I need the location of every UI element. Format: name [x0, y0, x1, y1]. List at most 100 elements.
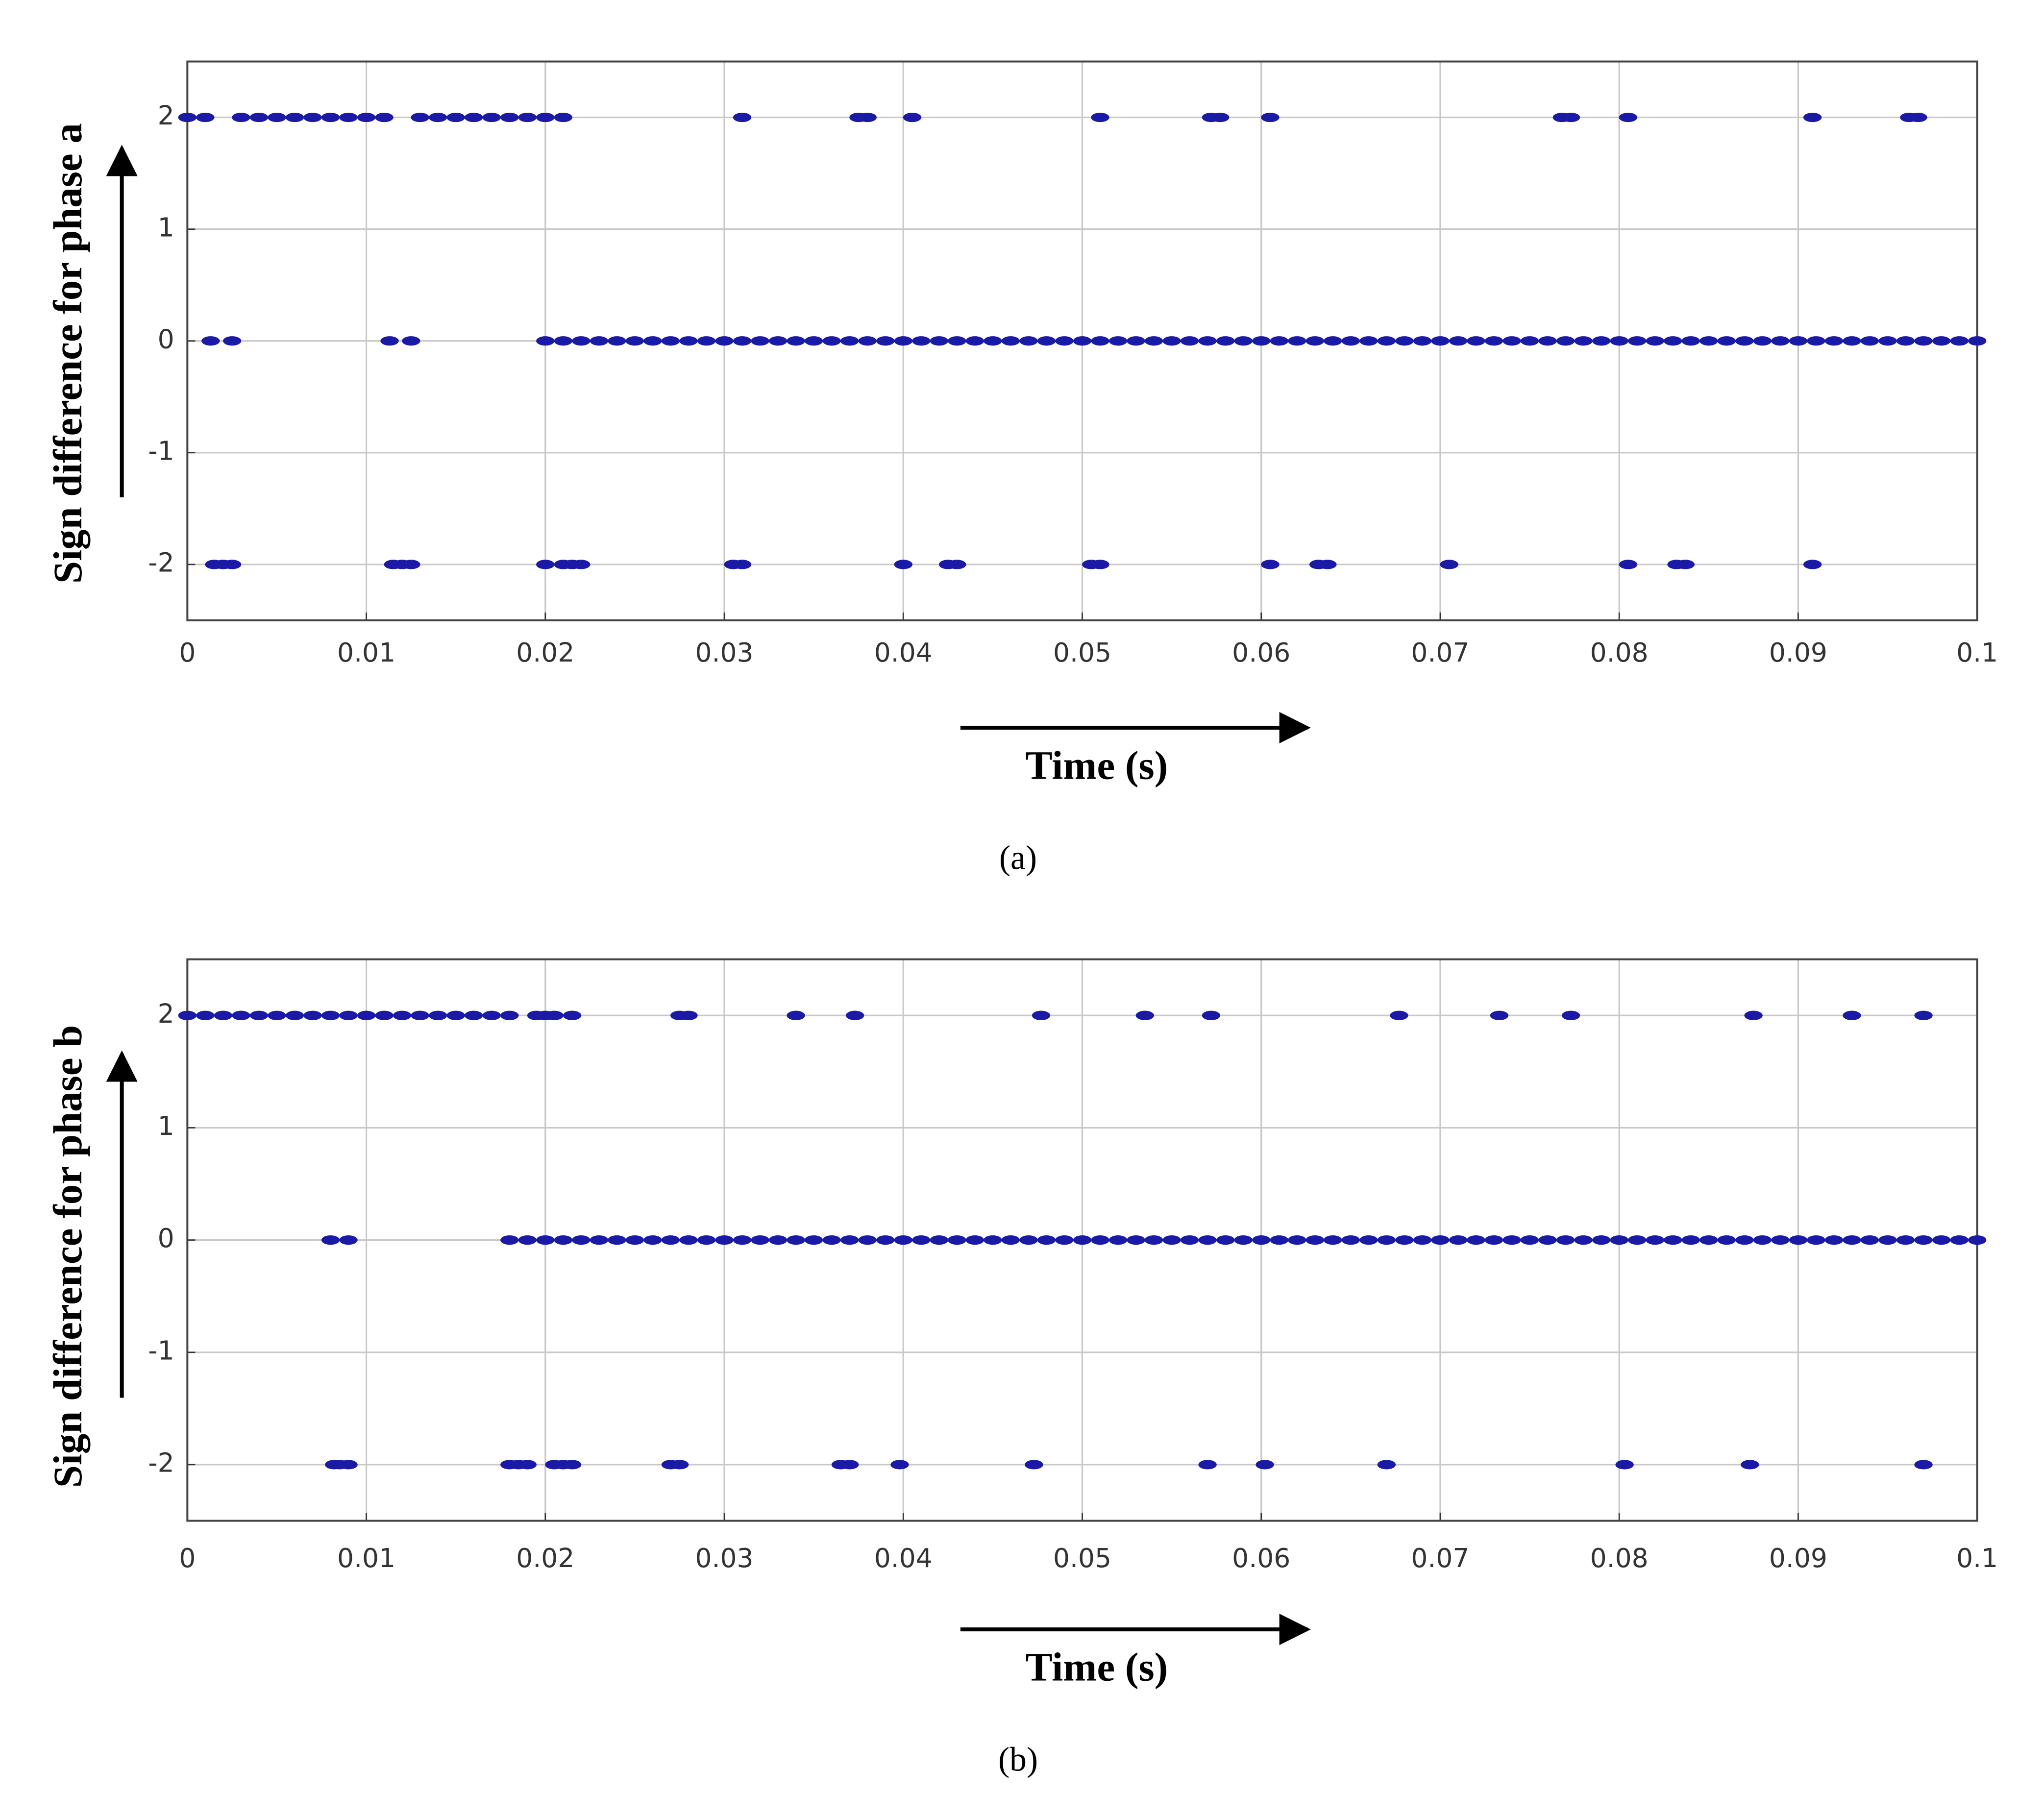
point [1610, 1235, 1628, 1245]
point [1305, 1235, 1325, 1245]
point [1025, 1460, 1043, 1470]
point [1878, 336, 1897, 346]
point [1741, 1460, 1759, 1470]
point [201, 336, 220, 346]
point [1520, 1235, 1539, 1245]
point [285, 112, 304, 123]
point [1699, 1235, 1718, 1245]
point [1771, 1235, 1790, 1245]
point [357, 1010, 376, 1020]
point [1735, 336, 1754, 346]
point [1305, 336, 1325, 346]
point [787, 1010, 805, 1020]
point [518, 112, 537, 123]
point [1627, 336, 1647, 346]
point [232, 112, 250, 123]
point [1789, 336, 1808, 346]
point [1717, 1235, 1736, 1245]
point [1771, 336, 1790, 346]
point [1681, 336, 1700, 346]
point [1234, 336, 1253, 346]
point [1627, 1235, 1647, 1245]
point [697, 1235, 716, 1245]
point [554, 112, 573, 123]
point [1824, 336, 1844, 346]
point [1932, 1235, 1951, 1245]
point [1256, 1460, 1274, 1470]
point [1019, 336, 1038, 346]
x-axis-label: Time (s) [1026, 742, 1168, 787]
point [393, 1010, 412, 1020]
point [1914, 1010, 1933, 1020]
point [1091, 336, 1109, 346]
point [1341, 336, 1360, 346]
point [625, 1235, 644, 1245]
y-tick-label: 1 [158, 212, 174, 243]
point [1180, 336, 1199, 346]
point [984, 1235, 1002, 1245]
point [1484, 1235, 1503, 1245]
x-tick-label: 0.1 [1956, 1543, 1998, 1573]
point [1843, 1235, 1861, 1245]
point [1592, 1235, 1611, 1245]
point [1216, 1235, 1235, 1245]
point [1261, 112, 1280, 123]
point [1950, 1235, 1969, 1245]
caption: (b) [998, 1741, 1038, 1779]
point [339, 1235, 358, 1245]
point [1091, 560, 1109, 569]
point [1318, 560, 1337, 569]
point [572, 1235, 591, 1245]
y-tick-label: -1 [148, 435, 174, 466]
point [232, 1010, 250, 1020]
point [1789, 1235, 1808, 1245]
point [1449, 336, 1468, 346]
point [1211, 112, 1230, 123]
point [894, 1235, 912, 1245]
point [1216, 336, 1235, 346]
x-tick-label: 0.07 [1411, 1543, 1469, 1573]
point [1467, 336, 1485, 346]
point [715, 1235, 734, 1245]
point [733, 560, 752, 569]
point [1538, 1235, 1557, 1245]
y-axis-label: Sign difference for phase b [45, 1025, 90, 1488]
point [402, 336, 420, 346]
point [1619, 560, 1638, 569]
point [1288, 336, 1306, 346]
point [1359, 1235, 1378, 1245]
point [930, 336, 949, 346]
point [1803, 112, 1822, 123]
point [1502, 1235, 1521, 1245]
point [222, 560, 242, 569]
point [1807, 1235, 1825, 1245]
point [1502, 336, 1521, 346]
point [1699, 336, 1718, 346]
point [1449, 1235, 1468, 1245]
point [1091, 1235, 1109, 1245]
point [894, 336, 912, 346]
point [1968, 336, 1987, 346]
point [1108, 336, 1128, 346]
point [482, 112, 501, 123]
point [912, 1235, 931, 1245]
x-tick-label: 0.02 [516, 1543, 574, 1573]
point [1753, 336, 1772, 346]
point [518, 1460, 537, 1470]
point [1717, 336, 1736, 346]
point [643, 1235, 662, 1245]
point [1646, 1235, 1664, 1245]
point [625, 336, 644, 346]
point [1824, 1235, 1844, 1245]
point [222, 336, 242, 346]
point [1108, 1235, 1128, 1245]
y-tick-label: 2 [158, 998, 174, 1029]
point [482, 1010, 501, 1020]
point [1610, 336, 1628, 346]
point [1914, 1460, 1933, 1470]
point [1914, 1235, 1933, 1245]
point [697, 336, 716, 346]
point [1615, 1460, 1634, 1470]
point [178, 1010, 197, 1020]
point [1909, 112, 1927, 123]
